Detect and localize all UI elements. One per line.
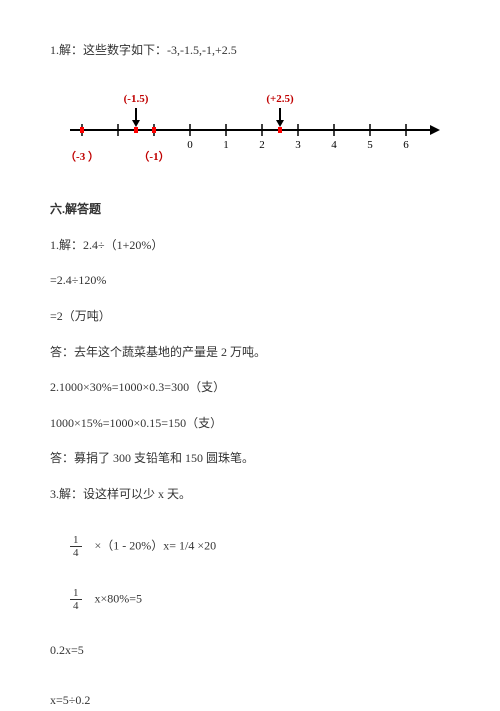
- frac-num: 1: [70, 587, 82, 600]
- svg-text:2: 2: [259, 139, 265, 151]
- eq2-rest: x×80%=5: [95, 591, 143, 605]
- svg-text:3: 3: [295, 139, 301, 151]
- p3-line4: 0.2x=5: [50, 640, 450, 662]
- q1-intro: 1.解：这些数字如下：-3,-1.5,-1,+2.5: [50, 40, 450, 62]
- svg-text:5: 5: [367, 139, 373, 151]
- svg-text:0: 0: [187, 139, 193, 151]
- svg-text:6: 6: [403, 139, 409, 151]
- fraction-1-4-b: 1 4: [70, 587, 82, 612]
- svg-text:（-1）: （-1）: [138, 150, 169, 163]
- svg-text:(-1.5): (-1.5): [124, 93, 149, 105]
- svg-text:1: 1: [223, 139, 229, 151]
- p3-eq2: 1 4 x×80%=5: [50, 587, 450, 612]
- p1-line1: 1.解：2.4÷（1+20%）: [50, 235, 450, 257]
- frac-den: 4: [70, 600, 82, 612]
- p2-answer: 答：募捐了 300 支铅笔和 150 圆珠笔。: [50, 448, 450, 470]
- number-line-diagram: 0 1 2 3 4 5 6 （-3 ） (-1.5) （-1） (+2.5): [50, 80, 450, 178]
- p3-line1: 3.解：设这样可以少 x 天。: [50, 484, 450, 506]
- p3-line5: x=5÷0.2: [50, 690, 450, 711]
- p2-line1: 2.1000×30%=1000×0.3=300（支）: [50, 377, 450, 399]
- svg-text:4: 4: [331, 139, 337, 151]
- svg-text:(+2.5): (+2.5): [266, 93, 294, 105]
- fraction-1-4: 1 4: [70, 534, 82, 559]
- section-6-title: 六.解答题: [50, 199, 450, 221]
- eq1-rest: ×（1 - 20%）x= 1/4 ×20: [95, 538, 217, 552]
- p1-line3: =2（万吨）: [50, 306, 450, 328]
- p1-line2: =2.4÷120%: [50, 270, 450, 292]
- svg-text:（-3 ）: （-3 ）: [65, 150, 99, 163]
- frac-den: 4: [70, 547, 82, 559]
- frac-num: 1: [70, 534, 82, 547]
- p1-answer: 答：去年这个蔬菜基地的产量是 2 万吨。: [50, 342, 450, 364]
- p3-eq1: 1 4 ×（1 - 20%）x= 1/4 ×20: [50, 534, 450, 559]
- p2-line2: 1000×15%=1000×0.15=150（支）: [50, 413, 450, 435]
